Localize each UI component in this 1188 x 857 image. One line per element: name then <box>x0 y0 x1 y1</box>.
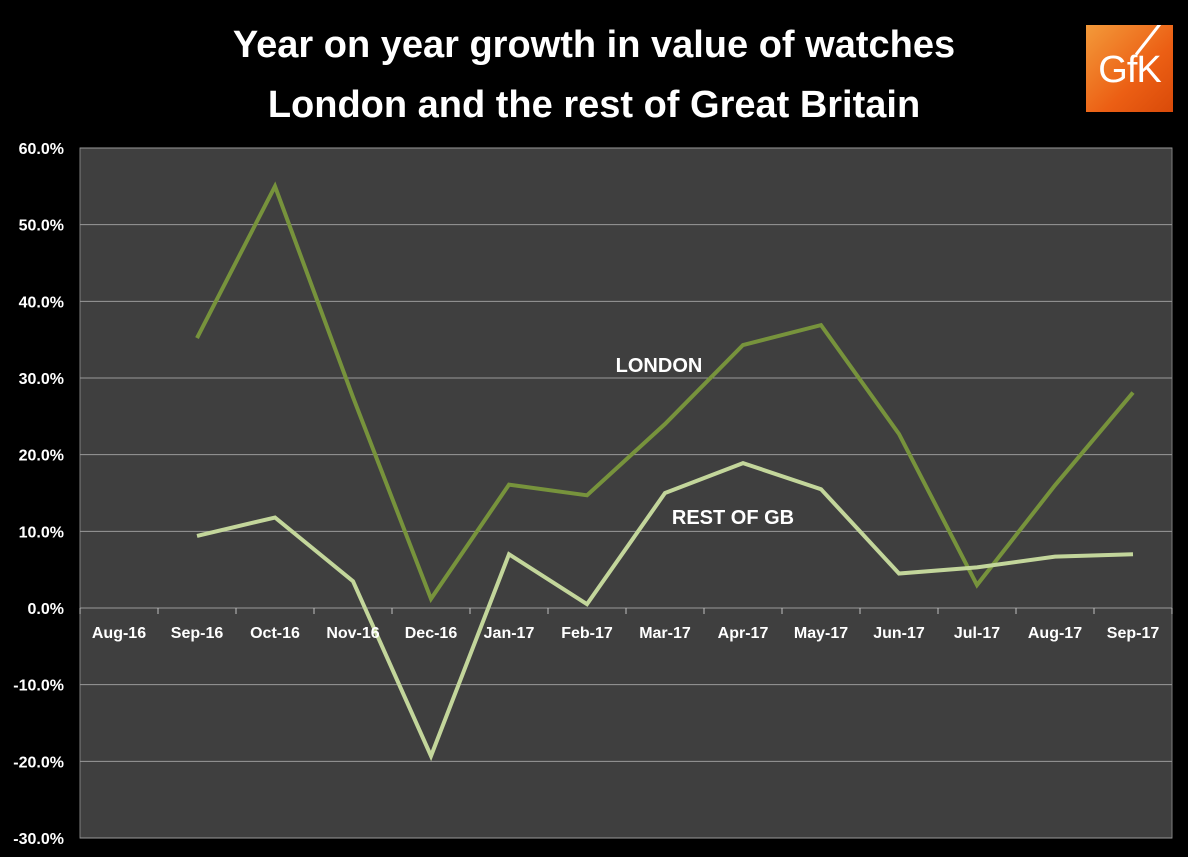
gfk-logo-text: GfK <box>1098 49 1161 91</box>
chart-subtitle: London and the rest of Great Britain <box>267 84 921 126</box>
series-line-rest-of-gb <box>196 460 1134 762</box>
x-tick-label: Sep-16 <box>171 625 224 642</box>
x-tick-label: Apr-17 <box>718 625 769 642</box>
y-tick-label: 20.0% <box>19 448 64 465</box>
y-tick-label: 60.0% <box>19 141 64 158</box>
x-tick-label: Jul-17 <box>954 625 1000 642</box>
y-tick-label: -20.0% <box>13 754 64 771</box>
y-tick-label: -30.0% <box>13 831 64 848</box>
y-tick-label: 10.0% <box>19 524 64 541</box>
plot-area <box>79 147 1173 839</box>
x-tick-label: Feb-17 <box>561 625 613 642</box>
x-tick-label: Oct-16 <box>250 625 300 642</box>
x-tick-label: Nov-16 <box>326 625 379 642</box>
chart-title: Year on year growth in value of watches <box>232 24 956 66</box>
x-tick-label: Mar-17 <box>639 625 691 642</box>
series-label: REST OF GB <box>672 507 794 529</box>
x-tick-label: Aug-16 <box>92 625 146 642</box>
series-label: LONDON <box>616 355 703 377</box>
x-tick-label: Dec-16 <box>405 625 458 642</box>
x-tick-label: Jan-17 <box>484 625 535 642</box>
x-tick-label: Jun-17 <box>873 625 925 642</box>
y-tick-label: -10.0% <box>13 678 64 695</box>
x-tick-label: Sep-17 <box>1107 625 1160 642</box>
y-tick-label: 50.0% <box>19 218 64 235</box>
x-tick-label: May-17 <box>794 625 848 642</box>
y-tick-label: 0.0% <box>28 601 64 618</box>
y-tick-label: 40.0% <box>19 294 64 311</box>
x-tick-label: Aug-17 <box>1028 625 1082 642</box>
series-line-london <box>195 181 1135 604</box>
y-tick-label: 30.0% <box>19 371 64 388</box>
gfk-logo: GfK <box>1086 25 1173 112</box>
